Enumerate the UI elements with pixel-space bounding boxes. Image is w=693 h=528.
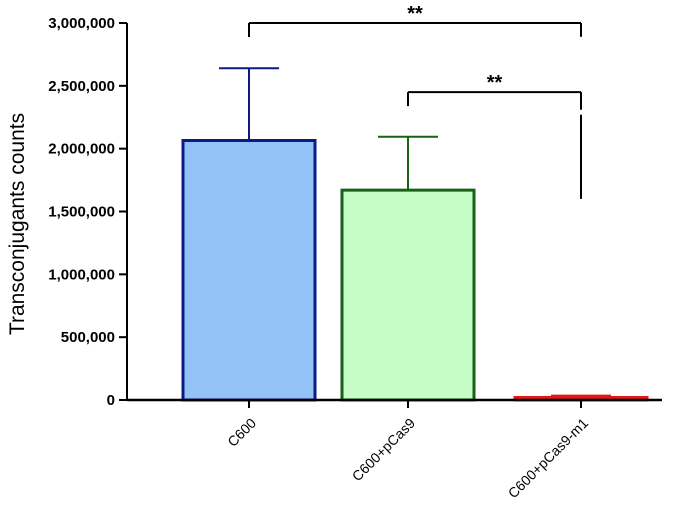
bar-c600-pcas9 bbox=[340, 188, 476, 402]
y-tick-label: 0 bbox=[107, 392, 115, 409]
y-tick-label: 3,000,000 bbox=[48, 15, 115, 32]
bars bbox=[181, 67, 649, 402]
x-tick-label: C600 bbox=[224, 415, 259, 450]
significance-brackets: ** ** bbox=[248, 3, 582, 199]
bar-c600 bbox=[181, 138, 317, 402]
x-axis: C600 C600+pCas9 C600+pCas9-m1 bbox=[127, 398, 662, 502]
y-tick-label: 1,500,000 bbox=[48, 204, 115, 221]
significance-label: ** bbox=[407, 3, 423, 25]
y-tick-label: 1,000,000 bbox=[48, 266, 115, 283]
y-tick-label: 500,000 bbox=[61, 329, 115, 346]
y-axis: 0 500,000 1,000,000 1,500,000 2,000,000 2,500… bbox=[48, 15, 128, 409]
x-tick-label: C600+pCas9 bbox=[349, 415, 419, 485]
x-tick-label: C600+pCas9-m1 bbox=[505, 415, 592, 502]
significance-label: ** bbox=[487, 72, 503, 94]
y-axis-title: Transconjugants counts bbox=[6, 113, 29, 335]
y-tick-label: 2,000,000 bbox=[48, 141, 115, 158]
y-tick-label: 2,500,000 bbox=[48, 78, 115, 95]
